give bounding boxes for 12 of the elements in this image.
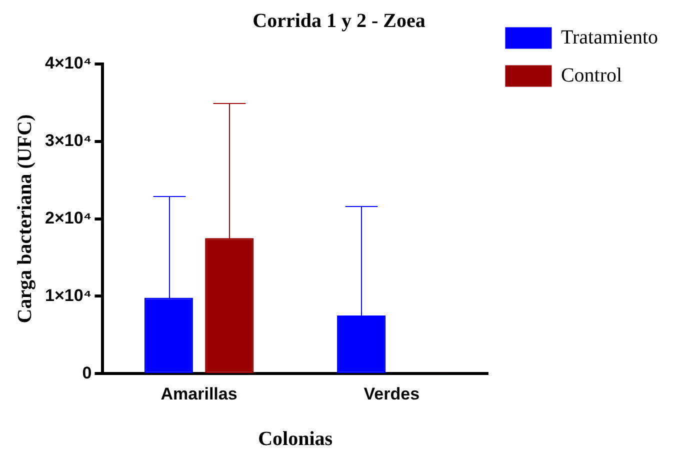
legend-label: Control: [560, 64, 623, 86]
y-axis-title: Carga bacteriana (UFC): [14, 114, 36, 324]
y-tick-label: 2×10⁴: [44, 208, 92, 228]
x-axis-title: Colonias: [258, 428, 333, 450]
x-tick-label: Verdes: [364, 384, 420, 404]
y-tick-label: 0: [82, 363, 92, 382]
x-tick-label: Amarillas: [160, 384, 238, 404]
y-tick-label: 1×10⁴: [44, 286, 92, 305]
y-tick-label: 3×10⁴: [44, 131, 92, 150]
legend-label: Tratamiento: [560, 26, 658, 48]
y-tick-label: 4×10⁴: [44, 54, 92, 73]
chart-title: Corrida 1 y 2 - Zoea: [252, 10, 426, 32]
